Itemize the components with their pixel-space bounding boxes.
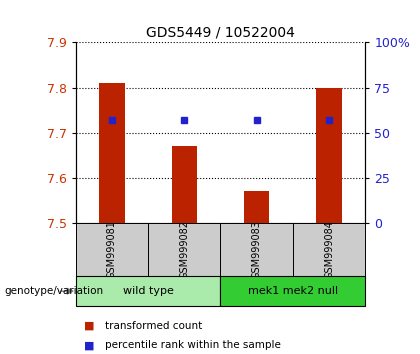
Text: ■: ■ (84, 340, 94, 350)
Text: genotype/variation: genotype/variation (4, 286, 103, 296)
Bar (99, 83, 124, 223)
Bar (220, 223, 293, 276)
Text: GSM999081: GSM999081 (107, 220, 117, 279)
Text: wild type: wild type (123, 286, 173, 296)
Bar (220, 276, 365, 306)
Bar (317, 88, 342, 223)
Bar (76, 276, 220, 306)
Text: percentile rank within the sample: percentile rank within the sample (105, 340, 281, 350)
Title: GDS5449 / 10522004: GDS5449 / 10522004 (146, 26, 295, 40)
Text: mek1 mek2 null: mek1 mek2 null (248, 286, 338, 296)
Text: GSM999082: GSM999082 (179, 220, 189, 279)
Text: GSM999084: GSM999084 (324, 220, 334, 279)
Text: transformed count: transformed count (105, 321, 202, 331)
Text: ■: ■ (84, 321, 94, 331)
Bar (244, 192, 269, 223)
Bar (76, 223, 148, 276)
Text: GSM999083: GSM999083 (252, 220, 262, 279)
Bar (172, 146, 197, 223)
Bar (148, 223, 221, 276)
Bar (293, 223, 365, 276)
